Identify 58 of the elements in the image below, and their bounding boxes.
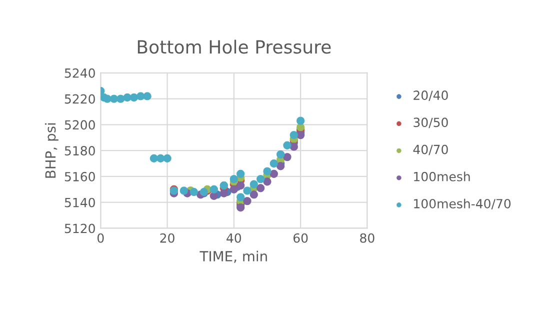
x-tick-label: 0 <box>97 233 104 243</box>
point <box>243 196 252 206</box>
y-tick-label: 5160 <box>64 172 95 182</box>
point <box>283 152 292 162</box>
point <box>180 186 188 195</box>
point <box>263 167 272 176</box>
point <box>236 170 245 178</box>
point <box>276 162 285 170</box>
x-tick-label: 40 <box>226 233 242 243</box>
x-tick-label: 80 <box>360 233 374 243</box>
point <box>250 190 258 199</box>
point <box>256 184 265 192</box>
point <box>116 94 125 103</box>
point <box>210 192 218 200</box>
point <box>290 130 298 140</box>
point <box>136 92 145 100</box>
y-tick-label: 5180 <box>64 146 95 156</box>
y-axis-title: BHP, psi <box>44 123 58 178</box>
legend-label: 30/50 <box>414 118 448 128</box>
x-tick-label: 20 <box>160 233 174 243</box>
point <box>283 141 292 150</box>
legend-label: 40/70 <box>413 144 448 156</box>
y-tick-label: 5240 <box>64 68 95 78</box>
point <box>290 142 298 151</box>
y-tick-label: 5140 <box>64 198 95 208</box>
point <box>130 93 138 102</box>
point <box>123 93 132 102</box>
legend-label: 100mesh-40/70 <box>414 198 511 210</box>
point <box>236 203 245 212</box>
point <box>276 150 285 159</box>
point <box>263 178 272 186</box>
point <box>296 130 305 140</box>
point <box>236 193 245 202</box>
legend-label: 100mesh <box>414 172 470 182</box>
y-tick-label: 5200 <box>64 120 95 130</box>
point <box>243 186 252 195</box>
point <box>230 185 238 194</box>
point <box>143 92 152 100</box>
point <box>250 180 258 188</box>
point <box>103 94 112 103</box>
y-tick-label: 5120 <box>64 224 95 234</box>
point <box>220 189 228 198</box>
chart-title: Bottom Hole Pressure <box>138 40 331 54</box>
point <box>163 154 172 162</box>
point <box>110 94 118 103</box>
point <box>256 174 265 184</box>
point <box>190 188 198 196</box>
point <box>150 154 158 162</box>
point <box>296 116 305 125</box>
x-axis-title: TIME, min <box>200 250 267 263</box>
point <box>230 174 238 184</box>
legend-label: 20/40 <box>414 90 448 101</box>
point <box>156 154 165 162</box>
point <box>270 170 278 178</box>
point <box>210 185 218 194</box>
x-tick-label: 60 <box>293 233 308 243</box>
y-tick-label: 5220 <box>64 94 95 104</box>
point <box>270 159 278 168</box>
